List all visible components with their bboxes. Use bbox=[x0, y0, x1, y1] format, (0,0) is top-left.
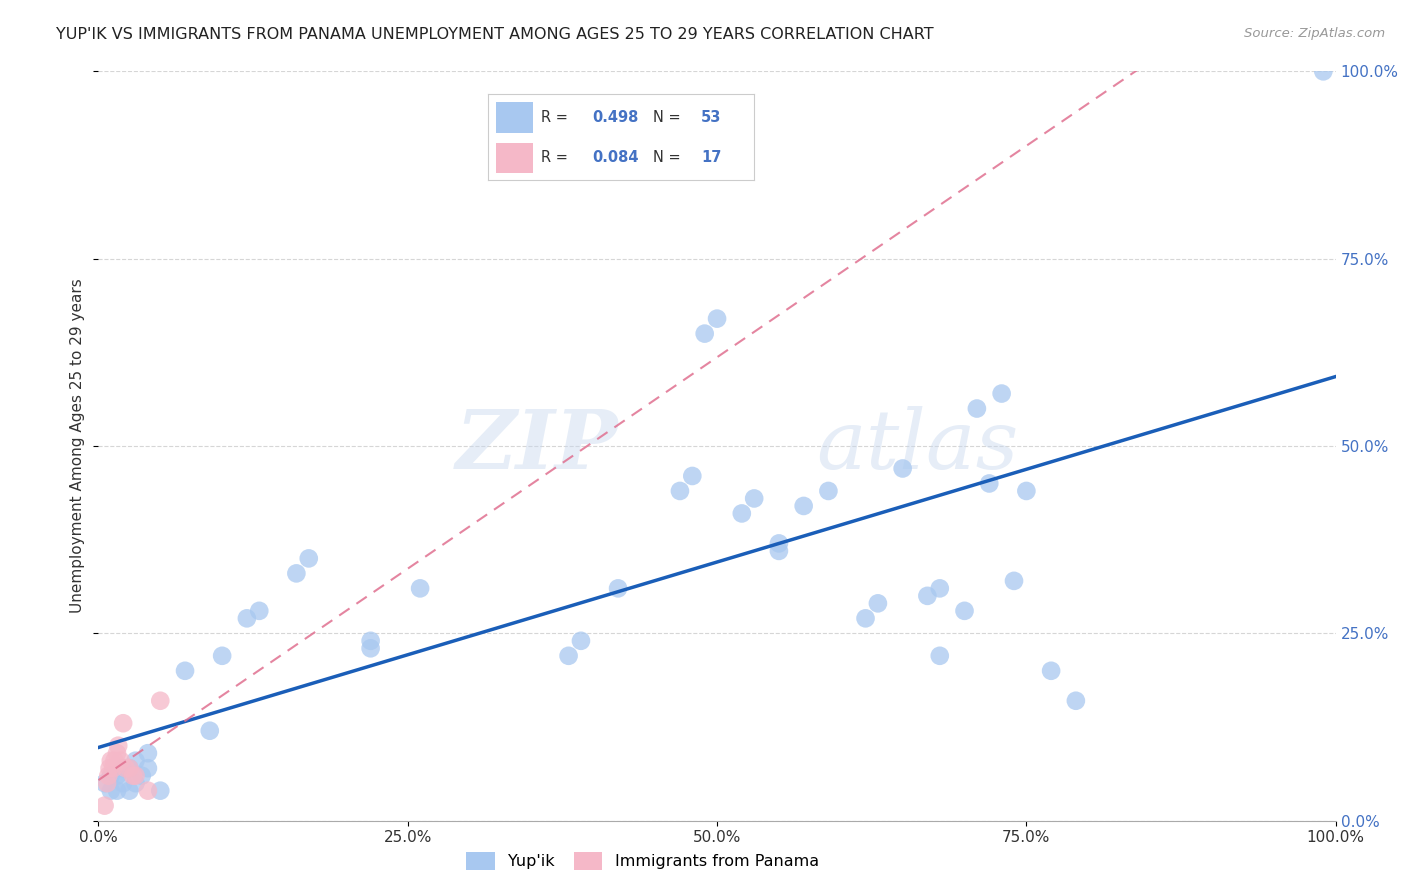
Point bbox=[866, 596, 889, 610]
Point bbox=[569, 633, 592, 648]
Point bbox=[669, 483, 692, 498]
Point bbox=[298, 551, 321, 566]
Point bbox=[693, 326, 716, 341]
Point bbox=[742, 491, 765, 506]
Point bbox=[966, 401, 988, 416]
Text: YUP'IK VS IMMIGRANTS FROM PANAMA UNEMPLOYMENT AMONG AGES 25 TO 29 YEARS CORRELAT: YUP'IK VS IMMIGRANTS FROM PANAMA UNEMPLO… bbox=[56, 27, 934, 42]
Text: ZIP: ZIP bbox=[456, 406, 619, 486]
Point bbox=[928, 582, 950, 596]
Text: Source: ZipAtlas.com: Source: ZipAtlas.com bbox=[1244, 27, 1385, 40]
Point bbox=[149, 783, 172, 797]
Point bbox=[131, 769, 153, 783]
Point bbox=[891, 461, 914, 475]
Text: atlas: atlas bbox=[815, 406, 1018, 486]
Point bbox=[98, 761, 121, 775]
Point bbox=[105, 769, 128, 783]
Point bbox=[855, 611, 877, 625]
Point bbox=[409, 582, 432, 596]
Point bbox=[105, 783, 128, 797]
Point bbox=[979, 476, 1001, 491]
Point bbox=[1064, 694, 1087, 708]
Point bbox=[211, 648, 233, 663]
Point bbox=[817, 483, 839, 498]
Point bbox=[118, 761, 141, 775]
Point bbox=[118, 783, 141, 797]
Point bbox=[917, 589, 939, 603]
Point bbox=[768, 544, 790, 558]
Y-axis label: Unemployment Among Ages 25 to 29 years: Unemployment Among Ages 25 to 29 years bbox=[70, 278, 86, 614]
Legend: Yup'ik, Immigrants from Panama: Yup'ik, Immigrants from Panama bbox=[460, 845, 825, 876]
Point bbox=[557, 648, 579, 663]
Point bbox=[97, 769, 120, 783]
Point bbox=[114, 761, 136, 775]
Point bbox=[793, 499, 815, 513]
Point bbox=[93, 776, 115, 790]
Point bbox=[136, 783, 159, 797]
Point bbox=[100, 754, 122, 768]
Point bbox=[607, 582, 630, 596]
Point bbox=[174, 664, 197, 678]
Point bbox=[100, 769, 122, 783]
Point bbox=[110, 754, 132, 768]
Point bbox=[124, 776, 146, 790]
Point bbox=[706, 311, 728, 326]
Point bbox=[112, 761, 135, 775]
Point bbox=[103, 761, 125, 775]
Point bbox=[198, 723, 221, 738]
Point bbox=[122, 769, 145, 783]
Point bbox=[236, 611, 259, 625]
Point bbox=[103, 754, 125, 768]
Point bbox=[124, 769, 146, 783]
Point bbox=[124, 754, 146, 768]
Point bbox=[768, 536, 790, 550]
Point bbox=[360, 633, 382, 648]
Point bbox=[100, 783, 122, 797]
Point bbox=[360, 641, 382, 656]
Point bbox=[136, 761, 159, 775]
Point bbox=[681, 469, 703, 483]
Point bbox=[1015, 483, 1038, 498]
Point bbox=[1002, 574, 1025, 588]
Point bbox=[112, 716, 135, 731]
Point bbox=[1040, 664, 1063, 678]
Point bbox=[1312, 64, 1334, 78]
Point bbox=[105, 746, 128, 760]
Point bbox=[247, 604, 270, 618]
Point bbox=[285, 566, 308, 581]
Point bbox=[107, 739, 129, 753]
Point bbox=[149, 694, 172, 708]
Point bbox=[136, 746, 159, 760]
Point bbox=[928, 648, 950, 663]
Point bbox=[93, 798, 115, 813]
Point bbox=[953, 604, 976, 618]
Point bbox=[990, 386, 1012, 401]
Point bbox=[731, 507, 754, 521]
Point bbox=[112, 776, 135, 790]
Point bbox=[118, 761, 141, 775]
Point bbox=[96, 776, 118, 790]
